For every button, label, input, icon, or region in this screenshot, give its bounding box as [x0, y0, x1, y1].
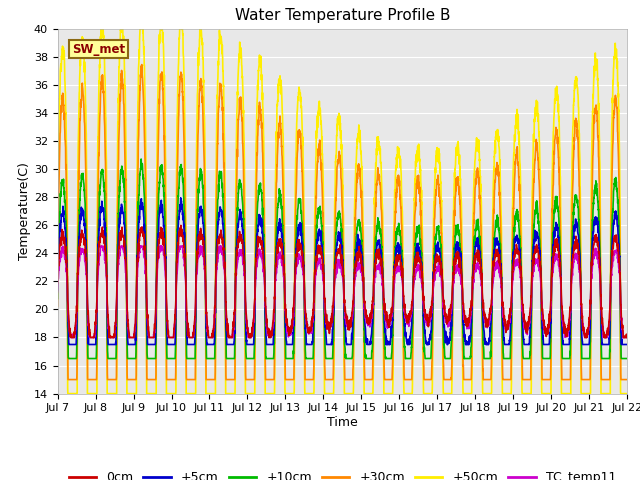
TC_temp11	[153, 279, 161, 285]
Line: +5cm: +5cm	[58, 198, 627, 345]
+10cm	[138, 156, 145, 162]
+10cm	[297, 208, 305, 214]
+5cm	[54, 287, 61, 292]
+5cm	[153, 274, 161, 279]
+10cm	[273, 229, 280, 235]
+10cm	[153, 259, 161, 264]
+10cm	[612, 179, 620, 185]
Line: 0cm: 0cm	[58, 226, 627, 337]
+30cm	[64, 377, 72, 383]
0cm	[119, 234, 127, 240]
+30cm	[623, 377, 631, 383]
+50cm	[153, 180, 161, 186]
Line: +10cm: +10cm	[58, 159, 627, 359]
Legend: 0cm, +5cm, +10cm, +30cm, +50cm, TC_temp11: 0cm, +5cm, +10cm, +30cm, +50cm, TC_temp1…	[64, 467, 621, 480]
+5cm	[177, 195, 184, 201]
Y-axis label: Temperature(C): Temperature(C)	[18, 162, 31, 260]
+5cm	[119, 210, 127, 216]
0cm	[297, 242, 305, 248]
Text: SW_met: SW_met	[72, 43, 125, 56]
Line: +50cm: +50cm	[58, 29, 627, 394]
+30cm	[612, 104, 620, 109]
+5cm	[551, 225, 559, 231]
Line: TC_temp11: TC_temp11	[58, 246, 627, 337]
+30cm	[138, 62, 145, 68]
Line: +30cm: +30cm	[58, 65, 627, 380]
0cm	[153, 277, 161, 283]
+5cm	[297, 221, 305, 227]
TC_temp11	[67, 335, 74, 340]
+10cm	[551, 208, 559, 214]
+50cm	[119, 33, 127, 39]
+50cm	[297, 105, 305, 110]
+30cm	[273, 180, 280, 185]
+5cm	[612, 216, 620, 222]
TC_temp11	[273, 271, 280, 276]
+5cm	[65, 342, 73, 348]
+10cm	[54, 296, 61, 301]
X-axis label: Time: Time	[327, 416, 358, 429]
+50cm	[54, 296, 61, 302]
+10cm	[623, 356, 631, 361]
+10cm	[119, 172, 127, 178]
+50cm	[623, 391, 631, 396]
0cm	[612, 232, 620, 238]
+30cm	[119, 83, 127, 88]
+50cm	[97, 26, 105, 32]
0cm	[551, 242, 559, 248]
+5cm	[623, 342, 631, 348]
0cm	[623, 334, 631, 339]
TC_temp11	[297, 259, 305, 264]
+30cm	[153, 237, 161, 242]
+50cm	[551, 100, 559, 106]
TC_temp11	[59, 243, 67, 249]
0cm	[54, 280, 61, 286]
TC_temp11	[623, 334, 631, 339]
+30cm	[297, 146, 305, 152]
TC_temp11	[612, 250, 620, 255]
TC_temp11	[119, 243, 127, 249]
+30cm	[551, 136, 559, 142]
+5cm	[273, 247, 280, 253]
Title: Water Temperature Profile B: Water Temperature Profile B	[235, 9, 450, 24]
+50cm	[273, 129, 280, 134]
0cm	[177, 223, 185, 228]
TC_temp11	[54, 289, 61, 295]
+50cm	[612, 46, 620, 52]
0cm	[273, 256, 280, 262]
+10cm	[65, 356, 72, 361]
TC_temp11	[551, 257, 559, 263]
+50cm	[64, 391, 72, 396]
0cm	[68, 335, 76, 340]
+30cm	[54, 303, 61, 309]
